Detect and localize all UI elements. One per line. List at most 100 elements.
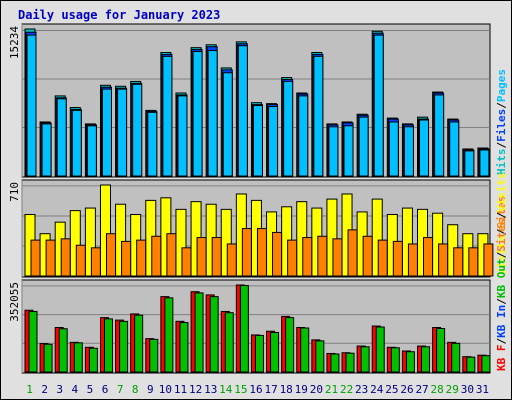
bar-pages-day-23 — [358, 116, 369, 177]
bar-sites-day-27 — [423, 237, 434, 277]
day-label-5: 5 — [87, 383, 94, 396]
bar-sites-day-7 — [121, 240, 132, 277]
bar-sites-day-3 — [60, 238, 71, 277]
bar-sites-day-31 — [483, 243, 494, 277]
legend-entry: KB Out — [495, 258, 508, 298]
bar-kb_in-day-16 — [254, 334, 264, 373]
day-label-1: 1 — [26, 383, 33, 396]
bar-kb_in-day-9 — [149, 338, 159, 373]
bar-sites-day-13 — [211, 237, 222, 277]
day-label-25: 25 — [385, 383, 398, 396]
bar-pages-day-8 — [132, 83, 143, 177]
legend-hits-files-pages: Hits/Files/Pages — [495, 69, 508, 175]
bar-sites-day-21 — [332, 238, 343, 277]
bar-kb_in-day-13 — [209, 296, 219, 373]
bar-sites-day-15 — [241, 228, 252, 277]
legend-entry: / — [495, 102, 508, 109]
legend-entry: Sites — [495, 196, 508, 229]
legend-entry: / — [495, 298, 508, 305]
bar-kb_in-day-17 — [270, 331, 280, 373]
bar-kb_in-day-23 — [360, 346, 370, 373]
bar-pages-day-12 — [192, 51, 203, 177]
day-label-18: 18 — [280, 383, 293, 396]
day-label-21: 21 — [325, 383, 338, 396]
day-label-28: 28 — [431, 383, 444, 396]
bar-pages-day-1 — [26, 34, 37, 177]
bar-pages-day-15 — [237, 45, 248, 177]
day-label-8: 8 — [132, 383, 139, 396]
day-label-15: 15 — [234, 383, 247, 396]
day-label-7: 7 — [117, 383, 124, 396]
bar-pages-day-5 — [86, 125, 97, 177]
day-label-22: 22 — [340, 383, 353, 396]
bar-sites-day-20 — [317, 235, 328, 277]
bar-kb_in-day-30 — [466, 356, 476, 373]
y-max-label-visits-sites: 710 — [8, 182, 21, 202]
bar-sites-day-25 — [392, 240, 403, 277]
bar-pages-day-10 — [162, 55, 173, 177]
legend-entry: Visits — [495, 172, 508, 212]
bar-sites-day-1 — [30, 239, 41, 277]
day-label-13: 13 — [204, 383, 217, 396]
day-label-6: 6 — [102, 383, 109, 396]
panel-visits-sites: 710 Visits/Sites — [8, 179, 508, 278]
legend-entry: / — [495, 338, 508, 345]
legend-entry: Hits — [495, 149, 508, 176]
bar-visits-day-6 — [99, 184, 111, 277]
bar-kb_in-day-7 — [119, 320, 129, 373]
bar-pages-day-30 — [464, 150, 475, 177]
bar-pages-day-22 — [343, 125, 354, 177]
legend-entry: Files — [495, 109, 508, 142]
bar-sites-day-10 — [166, 233, 177, 277]
bar-kb_in-day-24 — [375, 326, 385, 373]
y-max-label-kb-in-out: 352055 — [8, 282, 21, 322]
day-label-3: 3 — [56, 383, 63, 396]
bar-pages-day-14 — [222, 72, 233, 177]
legend-entry: / — [495, 251, 508, 258]
bar-sites-day-11 — [181, 247, 192, 277]
day-label-29: 29 — [446, 383, 459, 396]
legend-entry: Sites — [495, 219, 508, 252]
bar-kb_in-day-15 — [239, 285, 249, 373]
bar-kb_in-day-8 — [134, 314, 144, 373]
bar-pages-day-6 — [101, 88, 112, 177]
bar-kb_in-day-31 — [481, 355, 491, 373]
bar-kb_in-day-10 — [164, 297, 174, 373]
bar-kb_in-day-11 — [179, 322, 189, 373]
legend-entry: / — [495, 142, 508, 149]
bar-sites-day-9 — [151, 235, 162, 277]
day-label-30: 30 — [461, 383, 474, 396]
bar-kb_in-day-28 — [436, 328, 446, 373]
bar-pages-day-29 — [449, 121, 460, 177]
day-label-20: 20 — [310, 383, 323, 396]
bar-pages-day-28 — [434, 94, 445, 177]
chart-title: Daily usage for January 2023 — [18, 8, 220, 22]
bar-kb_in-day-25 — [390, 347, 400, 373]
bar-sites-day-5 — [90, 247, 101, 277]
legend-kb-in-out: KB F/KB In/KB Out/Sites/Visits — [495, 172, 508, 371]
bar-kb_in-day-2 — [43, 343, 53, 373]
day-label-26: 26 — [400, 383, 413, 396]
legend-visits-sites: Visits/Sites — [495, 196, 508, 276]
bar-pages-day-3 — [56, 98, 67, 177]
bar-pages-day-27 — [419, 119, 430, 177]
bar-kb_in-day-5 — [88, 347, 98, 373]
y-max-label-hits-files-pages: 15234 — [8, 26, 21, 59]
bar-pages-day-24 — [373, 34, 384, 177]
bar-sites-day-29 — [453, 247, 464, 277]
day-label-2: 2 — [41, 383, 48, 396]
day-label-24: 24 — [370, 383, 384, 396]
bar-pages-day-16 — [252, 105, 263, 177]
bar-sites-day-18 — [287, 239, 298, 277]
bar-kb_in-day-29 — [451, 342, 461, 373]
bar-sites-day-28 — [438, 243, 449, 277]
day-label-12: 12 — [189, 383, 202, 396]
legend-entry: Pages — [495, 69, 508, 102]
bar-pages-day-17 — [268, 106, 279, 177]
bar-sites-day-19 — [302, 237, 313, 277]
bar-pages-day-31 — [479, 149, 490, 177]
bar-visits-day-5 — [84, 207, 96, 277]
bar-kb_in-day-20 — [315, 340, 325, 373]
